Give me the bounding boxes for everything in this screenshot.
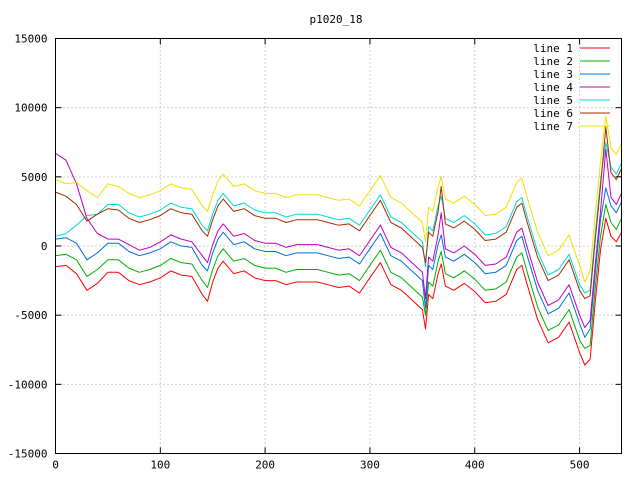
chart-title: p1020_18 — [310, 13, 363, 26]
y-tick-label: 5000 — [21, 171, 48, 184]
x-tick-label: 500 — [570, 459, 590, 472]
legend-label: line 7 — [533, 120, 573, 133]
y-tick-label: -15000 — [8, 448, 48, 461]
x-tick-label: 200 — [255, 459, 275, 472]
x-tick-label: 0 — [52, 459, 59, 472]
series-line-7 — [55, 115, 622, 283]
y-tick-label: -5000 — [14, 309, 47, 322]
x-tick-label: 100 — [150, 459, 170, 472]
y-tick-label: 15000 — [14, 33, 47, 46]
axis-ticks: 0 100 200 300 400 500 -15000 -10000 -5000 0 5000 10… — [8, 33, 622, 472]
y-tick-label: 10000 — [14, 102, 47, 115]
series-line-6 — [55, 126, 622, 300]
series-lines — [55, 115, 622, 366]
series-line-4 — [55, 148, 622, 329]
legend-label: line 3 — [533, 68, 573, 81]
legend-label: line 4 — [533, 81, 573, 94]
series-line-1 — [55, 217, 622, 366]
series-line-2 — [55, 204, 622, 349]
legend-label: line 6 — [533, 107, 573, 120]
series-line-3 — [55, 187, 622, 338]
y-tick-label: 0 — [41, 240, 48, 253]
legend-label: line 5 — [533, 94, 573, 107]
legend-label: line 1 — [533, 42, 573, 55]
legend-label: line 2 — [533, 55, 573, 68]
x-tick-label: 300 — [360, 459, 380, 472]
series-line-5 — [55, 141, 622, 294]
x-tick-label: 400 — [465, 459, 485, 472]
y-tick-label: -10000 — [8, 378, 48, 391]
